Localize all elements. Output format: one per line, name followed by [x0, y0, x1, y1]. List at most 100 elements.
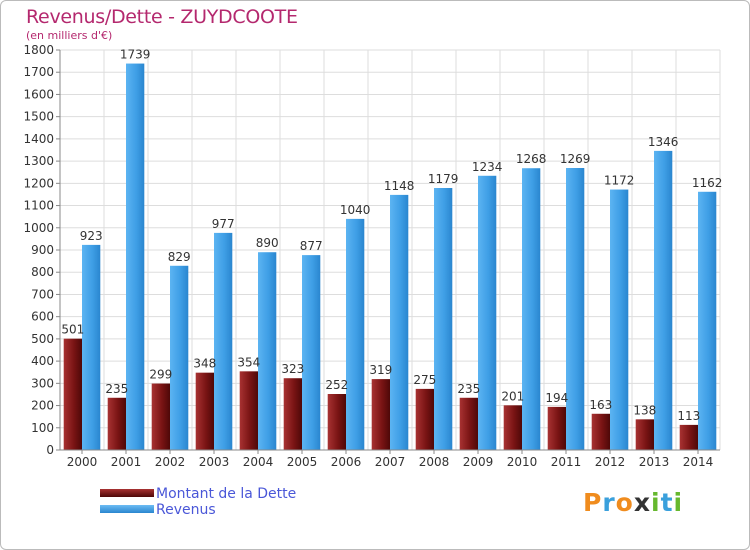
logo-letter-1: r	[602, 488, 616, 517]
logo-letter-4: i	[651, 488, 661, 517]
x-tick-label-2009: 2009	[463, 455, 494, 469]
bar-revenue-2006	[346, 218, 365, 450]
y-tick-label-1700: 1700	[23, 65, 54, 79]
bar-revenue-2007	[390, 194, 409, 450]
y-tick-label-100: 100	[31, 421, 54, 435]
y-tick-label-900: 900	[31, 243, 54, 257]
x-tick-label-2012: 2012	[595, 455, 626, 469]
bar-debt-2006	[327, 394, 346, 450]
label-debt-2008: 275	[413, 373, 436, 387]
bar-chart: 501 923 235 1739 299 829 348 977 354 890 323 877 252…	[23, 43, 722, 469]
y-tick-label-1200: 1200	[23, 176, 54, 190]
label-revenue-2004: 890	[256, 236, 279, 250]
bar-debt-2002	[151, 383, 170, 450]
bar-debt-2003	[195, 372, 214, 450]
x-tick-label-2008: 2008	[419, 455, 450, 469]
y-tick-label-500: 500	[31, 332, 54, 346]
bar-revenue-2013	[654, 150, 673, 450]
x-tick-label-2005: 2005	[287, 455, 318, 469]
bar-revenue-2011	[566, 168, 585, 450]
y-tick-label-0: 0	[46, 443, 54, 457]
label-revenue-2013: 1346	[648, 135, 679, 149]
label-revenue-2001: 1739	[120, 48, 151, 62]
x-tick-label-2007: 2007	[375, 455, 406, 469]
x-tick-label-2001: 2001	[111, 455, 142, 469]
bar-debt-2007	[371, 379, 390, 450]
label-debt-2009: 235	[457, 382, 480, 396]
bar-debt-2000	[63, 338, 82, 450]
legend-label-revenue: Revenus	[156, 502, 216, 518]
y-tick-label-600: 600	[31, 310, 54, 324]
logo-letter-5: t	[660, 488, 674, 517]
label-debt-2007: 319	[369, 363, 392, 377]
y-tick-label-800: 800	[31, 265, 54, 279]
logo-letter-2: o	[615, 488, 634, 517]
x-tick-label-2011: 2011	[551, 455, 582, 469]
label-debt-2003: 348	[193, 357, 216, 371]
label-debt-2010: 201	[501, 389, 524, 403]
label-revenue-2005: 877	[300, 239, 323, 253]
y-tick-label-400: 400	[31, 354, 54, 368]
axes: 0 100 200 300 400 500 600 700 800 900 1000 1100 1200…	[23, 43, 720, 469]
label-revenue-2000: 923	[80, 229, 103, 243]
y-tick-label-300: 300	[31, 376, 54, 390]
x-tick-label-2010: 2010	[507, 455, 538, 469]
proxiti-logo: Proxiti	[583, 488, 683, 517]
bar-debt-2014	[679, 424, 698, 450]
label-revenue-2008: 1179	[428, 172, 459, 186]
label-revenue-2014: 1162	[692, 176, 723, 190]
bar-debt-2008	[415, 388, 434, 450]
label-debt-2013: 138	[633, 403, 656, 417]
label-debt-2000: 501	[61, 323, 84, 337]
x-tick-label-2000: 2000	[67, 455, 98, 469]
bar-revenue-2012	[610, 189, 629, 451]
y-tick-label-1400: 1400	[23, 132, 54, 146]
bar-revenue-2000	[82, 244, 101, 450]
bar-debt-2011	[547, 406, 566, 450]
label-debt-2006: 252	[325, 378, 348, 392]
x-tick-label-2013: 2013	[639, 455, 670, 469]
x-tick-label-2006: 2006	[331, 455, 362, 469]
data-labels: 501 923 235 1739 299 829 348 977 354 890 323 877 252…	[61, 48, 722, 423]
label-revenue-2009: 1234	[472, 160, 503, 174]
chart-title: Revenus/Dette - ZUYDCOOTE	[26, 6, 298, 28]
bar-revenue-2003	[214, 232, 233, 450]
chart-subtitle: (en milliers d'€)	[26, 29, 113, 42]
y-tick-label-700: 700	[31, 287, 54, 301]
y-tick-label-1000: 1000	[23, 221, 54, 235]
label-revenue-2010: 1268	[516, 152, 547, 166]
y-tick-label-200: 200	[31, 399, 54, 413]
label-revenue-2011: 1269	[560, 152, 591, 166]
legend-swatch-revenue	[100, 505, 154, 513]
label-revenue-2007: 1148	[384, 179, 415, 193]
bars	[63, 63, 717, 451]
bar-debt-2005	[283, 378, 302, 450]
label-debt-2005: 323	[281, 362, 304, 376]
logo-letter-0: P	[583, 488, 603, 517]
y-tick-label-1100: 1100	[23, 199, 54, 213]
label-revenue-2006: 1040	[340, 203, 371, 217]
label-revenue-2012: 1172	[604, 174, 635, 188]
label-revenue-2003: 977	[212, 217, 235, 231]
bar-revenue-2005	[302, 255, 321, 450]
label-revenue-2002: 829	[168, 250, 191, 264]
logo-letter-6: i	[673, 488, 684, 517]
bar-revenue-2004	[258, 252, 277, 450]
bar-debt-2004	[239, 371, 258, 450]
bar-debt-2009	[459, 397, 478, 450]
bar-revenue-2002	[170, 265, 189, 450]
label-debt-2002: 299	[149, 368, 172, 382]
x-tick-label-2014: 2014	[683, 455, 714, 469]
y-tick-label-1500: 1500	[23, 110, 54, 124]
logo-letter-3: x	[633, 488, 651, 517]
bar-revenue-2009	[478, 175, 497, 450]
x-tick-label-2003: 2003	[199, 455, 230, 469]
label-debt-2004: 354	[237, 355, 260, 369]
label-debt-2011: 194	[545, 391, 568, 405]
label-debt-2001: 235	[105, 382, 128, 396]
y-tick-label-1300: 1300	[23, 154, 54, 168]
bar-revenue-2010	[522, 168, 541, 450]
bar-debt-2013	[635, 419, 654, 450]
y-tick-label-1800: 1800	[23, 43, 54, 57]
bar-revenue-2008	[434, 188, 453, 450]
